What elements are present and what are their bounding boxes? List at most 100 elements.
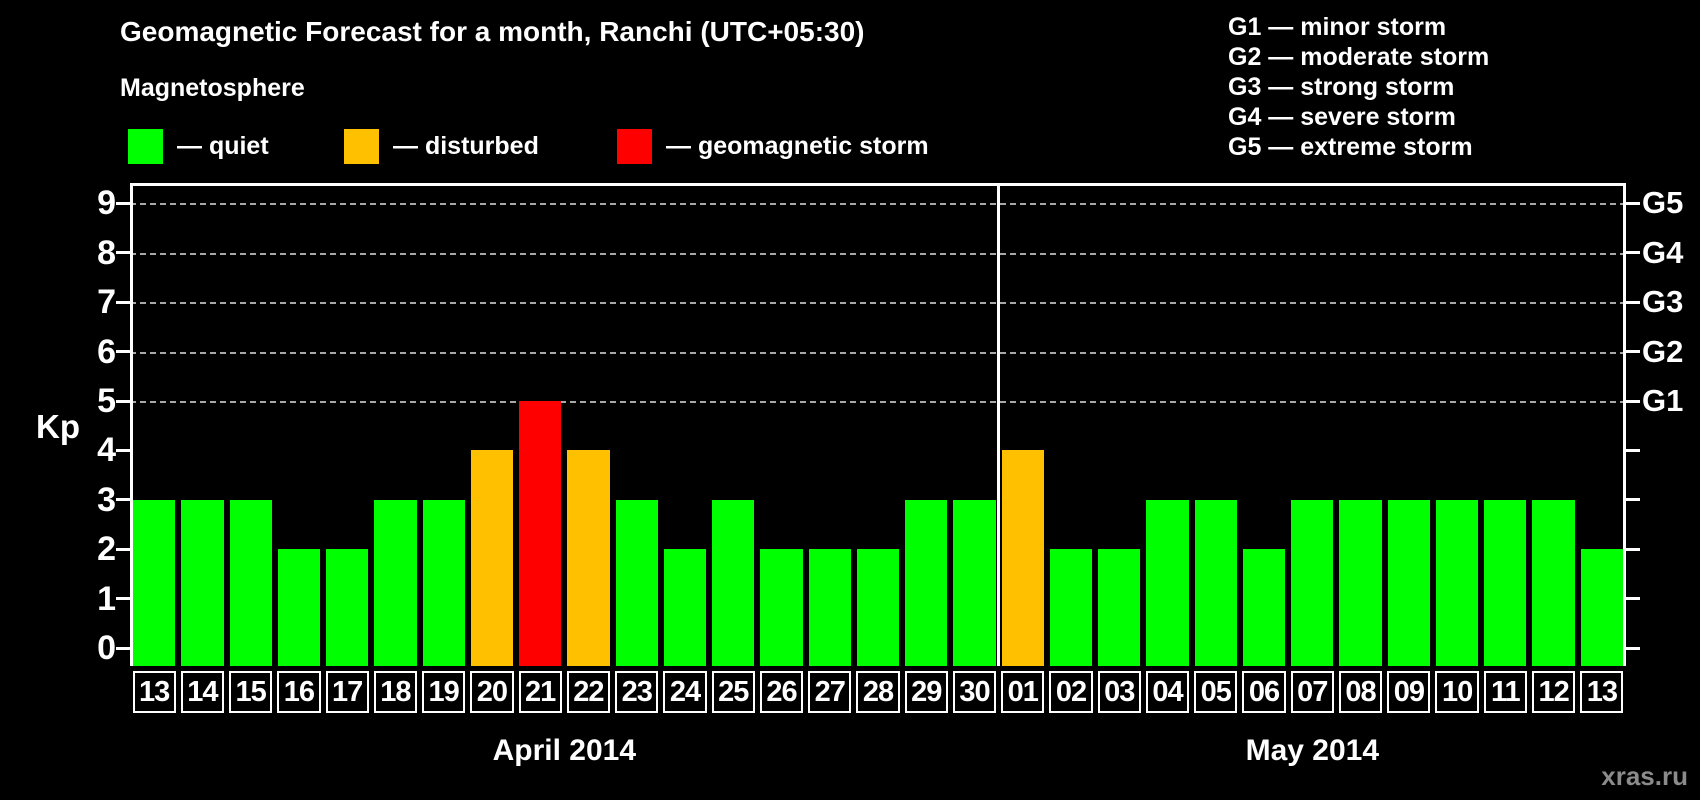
day-box-apr-16: 16 — [277, 671, 321, 713]
day-box-apr-15: 15 — [229, 671, 273, 713]
gridline-kp7 — [130, 302, 1626, 305]
bar-apr-25 — [712, 499, 755, 666]
right-tick-kp4 — [1626, 448, 1640, 452]
kp-tick-label-3: 3 — [97, 480, 116, 519]
chart-title: Geomagnetic Forecast for a month, Ranchi… — [120, 16, 865, 47]
g-axis-label-g2: G2 — [1642, 333, 1684, 369]
bar-may-03 — [1098, 549, 1141, 666]
day-box-apr-25: 25 — [711, 671, 755, 713]
right-tick-kp8 — [1626, 251, 1640, 255]
plot-right-border — [1623, 183, 1626, 666]
storm-swatch-icon — [617, 128, 652, 164]
day-box-apr-17: 17 — [325, 671, 369, 713]
month-label-april: April 2014 — [492, 734, 637, 767]
g-legend-line-5: G5 — extreme storm — [1228, 133, 1473, 161]
kp-tick-label-0: 0 — [97, 629, 116, 667]
kp-tick-label-9: 9 — [97, 184, 116, 223]
legend-label-quiet: — quiet — [177, 131, 269, 160]
g-axis-label-g1: G1 — [1642, 383, 1684, 418]
day-box-apr-27: 27 — [808, 671, 852, 713]
legend-item-quiet: — quiet — [128, 128, 269, 164]
kp-tick-label-1: 1 — [97, 579, 116, 618]
day-box-apr-22: 22 — [566, 671, 611, 713]
bar-may-04 — [1146, 499, 1189, 666]
right-tick-kp7 — [1626, 300, 1640, 304]
site-watermark: xras.ru — [1601, 761, 1688, 791]
bar-apr-29 — [905, 499, 948, 666]
g-legend-line-3: G3 — strong storm — [1228, 73, 1455, 101]
bar-apr-22 — [567, 450, 610, 666]
kp-axis-title: Kp — [36, 408, 80, 445]
bar-apr-30 — [953, 499, 996, 666]
left-tick-kp3 — [116, 498, 130, 502]
quiet-swatch-icon — [128, 128, 163, 164]
day-box-may-09: 09 — [1387, 671, 1431, 713]
day-box-may-11: 11 — [1483, 671, 1527, 713]
bar-may-05 — [1194, 499, 1237, 666]
kp-tick-label-6: 6 — [97, 332, 116, 371]
right-tick-kp1 — [1626, 597, 1640, 601]
bar-may-13 — [1580, 549, 1623, 666]
plot-area — [116, 183, 1640, 666]
day-box-may-03: 03 — [1097, 671, 1141, 713]
day-box-may-06: 06 — [1242, 671, 1286, 713]
day-box-apr-28: 28 — [856, 671, 900, 713]
kp-tick-label-8: 8 — [97, 233, 116, 272]
bar-apr-15 — [229, 499, 272, 666]
g-axis-label-g5: G5 — [1642, 185, 1684, 221]
bar-may-08 — [1339, 499, 1382, 666]
day-box-may-01: 01 — [1001, 671, 1045, 713]
legend-label-storm: — geomagnetic storm — [666, 131, 929, 160]
right-tick-kp5 — [1626, 399, 1640, 403]
bar-may-10 — [1435, 499, 1479, 666]
bar-apr-20 — [470, 450, 514, 666]
gridline-kp5 — [130, 401, 1626, 403]
legend-label-disturbed: — disturbed — [393, 131, 539, 160]
plot-top-border — [130, 183, 1626, 186]
bar-may-07 — [1291, 499, 1334, 666]
day-box-apr-14: 14 — [180, 671, 224, 713]
left-tick-kp0 — [116, 646, 130, 650]
day-box-apr-26: 26 — [759, 671, 804, 713]
left-tick-kp8 — [116, 251, 130, 255]
g-legend-line-1: G1 — minor storm — [1228, 13, 1447, 41]
bar-apr-28 — [856, 549, 900, 666]
g-axis-label-g3: G3 — [1642, 284, 1684, 320]
right-tick-kp9 — [1626, 201, 1640, 205]
right-tick-kp2 — [1626, 547, 1640, 551]
day-box-apr-29: 29 — [904, 671, 948, 713]
left-tick-kp2 — [116, 547, 130, 551]
left-tick-kp9 — [116, 201, 130, 205]
left-tick-kp7 — [116, 300, 130, 304]
bar-apr-18 — [374, 499, 417, 666]
bar-apr-16 — [277, 549, 321, 666]
g-legend-line-2: G2 — moderate storm — [1228, 43, 1490, 71]
g-scale-legend: G1 — minor storm G2 — moderate storm G3 — … — [1228, 12, 1489, 162]
day-box-apr-24: 24 — [663, 671, 707, 713]
bar-apr-17 — [326, 549, 369, 666]
right-tick-kp3 — [1626, 498, 1640, 502]
right-tick-kp0 — [1626, 646, 1640, 650]
kp-tick-label-2: 2 — [97, 530, 116, 569]
bar-apr-14 — [181, 499, 224, 666]
left-tick-kp6 — [116, 350, 130, 354]
day-box-apr-19: 19 — [422, 671, 466, 713]
legend-item-disturbed: — disturbed — [344, 128, 539, 164]
bar-apr-23 — [615, 499, 658, 666]
day-box-apr-30: 30 — [952, 671, 997, 713]
day-box-apr-23: 23 — [615, 671, 659, 713]
left-tick-kp5 — [116, 399, 130, 403]
bar-apr-27 — [808, 549, 851, 666]
day-box-may-02: 02 — [1049, 671, 1093, 713]
day-box-apr-21: 21 — [518, 671, 562, 713]
plot-left-border — [130, 183, 133, 666]
bar-apr-24 — [663, 549, 707, 666]
left-tick-kp1 — [116, 597, 130, 601]
legend-item-storm: — geomagnetic storm — [617, 128, 929, 164]
day-box-may-10: 10 — [1435, 671, 1479, 713]
day-box-may-07: 07 — [1290, 671, 1334, 713]
g-legend-line-4: G4 — severe storm — [1228, 103, 1456, 131]
bar-apr-26 — [760, 549, 803, 666]
day-box-apr-18: 18 — [373, 671, 418, 713]
